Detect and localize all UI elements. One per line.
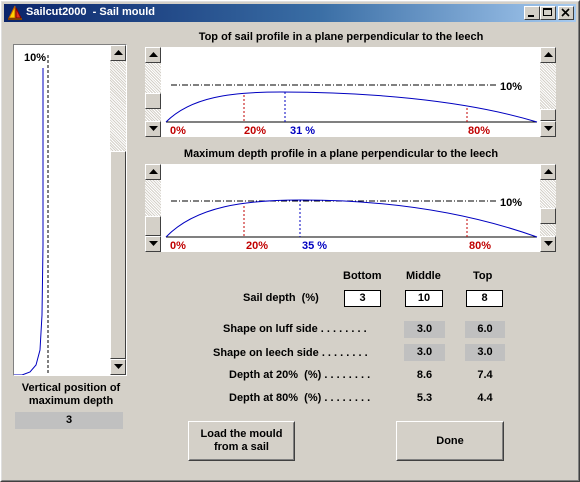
done-button-label: Done (397, 422, 503, 460)
max-label-max: 35 % (302, 240, 327, 252)
top-chart-right-scrollbar[interactable] (540, 47, 556, 137)
luff-shape-label: Shape on luff side . . . . . . . . (223, 323, 367, 335)
sail-depth-middle-input[interactable]: 10 (405, 290, 443, 307)
arrow-up-icon (114, 50, 123, 55)
max-left-thumb[interactable] (145, 216, 161, 236)
top-chart-left-scrollbar[interactable] (145, 47, 161, 137)
arrow-down-icon (149, 241, 158, 246)
max-label-0: 0% (170, 240, 186, 252)
sail-icon (8, 5, 22, 20)
top-left-thumb[interactable] (145, 93, 161, 109)
max-profile-curve (165, 199, 538, 238)
depth80-label: Depth at 80% (%) . . . . . . . . (229, 392, 371, 404)
max-chart-right-scrollbar[interactable] (540, 164, 556, 252)
max-chart: 10% 0% 20% 35 % 80% (165, 197, 538, 252)
close-icon (561, 8, 570, 17)
window-title: Sailcut2000 - Sail mould (26, 6, 155, 18)
top-label-80: 80% (468, 125, 490, 137)
depth80-top-value: 4.4 (477, 392, 493, 404)
arrow-down-icon (149, 126, 158, 131)
top-ref-label: 10% (500, 81, 522, 93)
minimize-icon (528, 15, 534, 17)
vertical-profile-frame (13, 44, 127, 376)
top-profile-curve (165, 91, 538, 123)
top-left-down-button[interactable] (145, 121, 161, 137)
top-chart: 10% 0% 20% 31 % 80% (165, 81, 538, 137)
max-chart-left-scrollbar[interactable] (145, 164, 161, 252)
arrow-up-icon (544, 52, 553, 57)
close-button[interactable] (558, 6, 574, 20)
vertical-profile-plot: 10% (14, 45, 110, 376)
load-mould-button[interactable]: Load the mould from a sail (188, 421, 295, 461)
load-mould-button-label: Load the mould from a sail (189, 422, 294, 460)
arrow-down-icon (114, 364, 123, 369)
top-chart-plot: 10% 0% 20% 31 % 80% (161, 47, 540, 137)
max-label-80: 80% (469, 240, 491, 252)
minimize-button[interactable] (524, 6, 540, 20)
max-right-down-button[interactable] (540, 236, 556, 252)
max-left-down-button[interactable] (145, 236, 161, 252)
sail-depth-label: Sail depth (%) (243, 292, 319, 304)
sail-depth-bottom-input[interactable]: 3 (344, 290, 381, 307)
sail-depth-top-input[interactable]: 8 (466, 290, 503, 307)
leech-shape-top-value: 3.0 (465, 344, 505, 361)
arrow-down-icon (544, 126, 553, 131)
depth20-top-value: 7.4 (477, 369, 493, 381)
top-label-max: 31 % (290, 125, 315, 137)
client-area: 10% Vertical position of maximum depth 3… (4, 23, 576, 478)
top-right-up-button[interactable] (540, 47, 556, 63)
max-right-thumb[interactable] (540, 208, 556, 224)
vertical-position-value: 3 (15, 412, 123, 429)
leech-shape-middle-value: 3.0 (404, 344, 445, 361)
arrow-up-icon (544, 169, 553, 174)
depth20-label: Depth at 20% (%) . . . . . . . . (229, 369, 371, 381)
luff-shape-middle-value: 3.0 (404, 321, 445, 338)
depth-curve (14, 68, 44, 376)
max-label-20: 20% (246, 240, 268, 252)
depth80-middle-value: 5.3 (416, 392, 433, 404)
max-ref-label: 10% (500, 197, 522, 209)
max-chart-title: Maximum depth profile in a plane perpend… (183, 148, 499, 160)
scroll-down-button[interactable] (110, 359, 126, 375)
header-bottom: Bottom (343, 270, 382, 282)
scroll-thumb[interactable] (110, 151, 126, 359)
title-bar[interactable]: Sailcut2000 - Sail mould (4, 4, 576, 22)
done-button[interactable]: Done (396, 421, 504, 461)
ref-label: 10% (24, 52, 46, 64)
luff-shape-top-value: 6.0 (465, 321, 505, 338)
arrow-up-icon (149, 169, 158, 174)
max-left-up-button[interactable] (145, 164, 161, 180)
vertical-scrollbar[interactable] (110, 45, 126, 375)
arrow-up-icon (149, 52, 158, 57)
top-right-thumb[interactable] (540, 109, 556, 121)
vertical-position-caption: Vertical position of maximum depth (21, 382, 121, 407)
vertical-profile-chart: 10% (14, 52, 49, 376)
max-right-up-button[interactable] (540, 164, 556, 180)
max-chart-plot: 10% 0% 20% 35 % 80% (161, 164, 540, 252)
depth20-middle-value: 8.6 (416, 369, 433, 381)
top-right-down-button[interactable] (540, 121, 556, 137)
header-middle: Middle (406, 270, 441, 282)
top-label-0: 0% (170, 125, 186, 137)
maximize-icon (543, 8, 552, 16)
top-chart-title: Top of sail profile in a plane perpendic… (198, 31, 484, 43)
leech-shape-label: Shape on leech side . . . . . . . . (213, 347, 368, 359)
header-top: Top (473, 270, 493, 282)
scroll-up-button[interactable] (110, 45, 126, 61)
top-left-up-button[interactable] (145, 47, 161, 63)
maximize-button[interactable] (540, 6, 556, 20)
arrow-down-icon (544, 241, 553, 246)
top-label-20: 20% (244, 125, 266, 137)
